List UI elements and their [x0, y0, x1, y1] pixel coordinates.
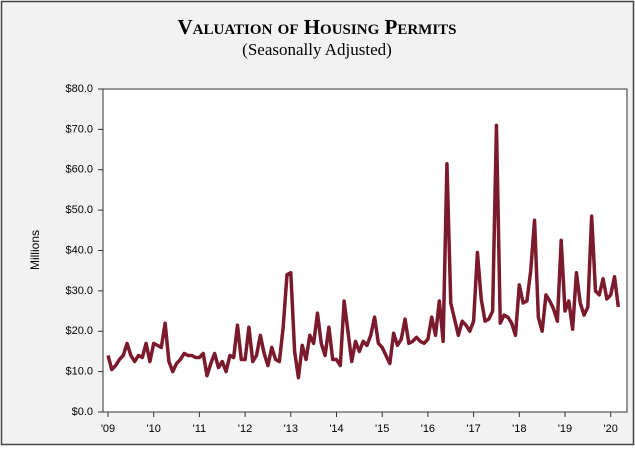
plot-area	[102, 88, 628, 413]
y-tick-label: $70.0	[65, 123, 93, 135]
x-tick-label: '12	[238, 423, 252, 435]
y-tick-label: $20.0	[65, 325, 93, 337]
data-line	[106, 123, 621, 380]
x-tick-label: '18	[512, 423, 526, 435]
x-tick-label: '17	[466, 423, 480, 435]
y-tick-label: $50.0	[65, 204, 93, 216]
x-tick-label: '15	[375, 423, 389, 435]
y-tick-label: $60.0	[65, 164, 93, 176]
chart-subtitle: (Seasonally Adjusted)	[242, 40, 392, 59]
y-tick-label: $30.0	[65, 285, 93, 297]
y-tick-label: $40.0	[65, 244, 93, 256]
y-axis-label: Millions	[28, 230, 42, 270]
y-tick-label: $10.0	[65, 366, 93, 378]
x-tick-label: '11	[193, 423, 207, 435]
x-tick-label: '16	[421, 423, 435, 435]
x-tick-label: '14	[329, 423, 343, 435]
y-tick-label: $0.0	[72, 406, 93, 418]
chart-title: Valuation of Housing Permits	[178, 15, 457, 39]
x-tick-label: '10	[147, 423, 161, 435]
x-tick-label: '09	[101, 423, 115, 435]
y-tick-label: $80.0	[65, 83, 93, 95]
x-tick-label: '20	[604, 423, 618, 435]
x-tick-label: '19	[558, 423, 572, 435]
x-tick-label: '13	[284, 423, 298, 435]
